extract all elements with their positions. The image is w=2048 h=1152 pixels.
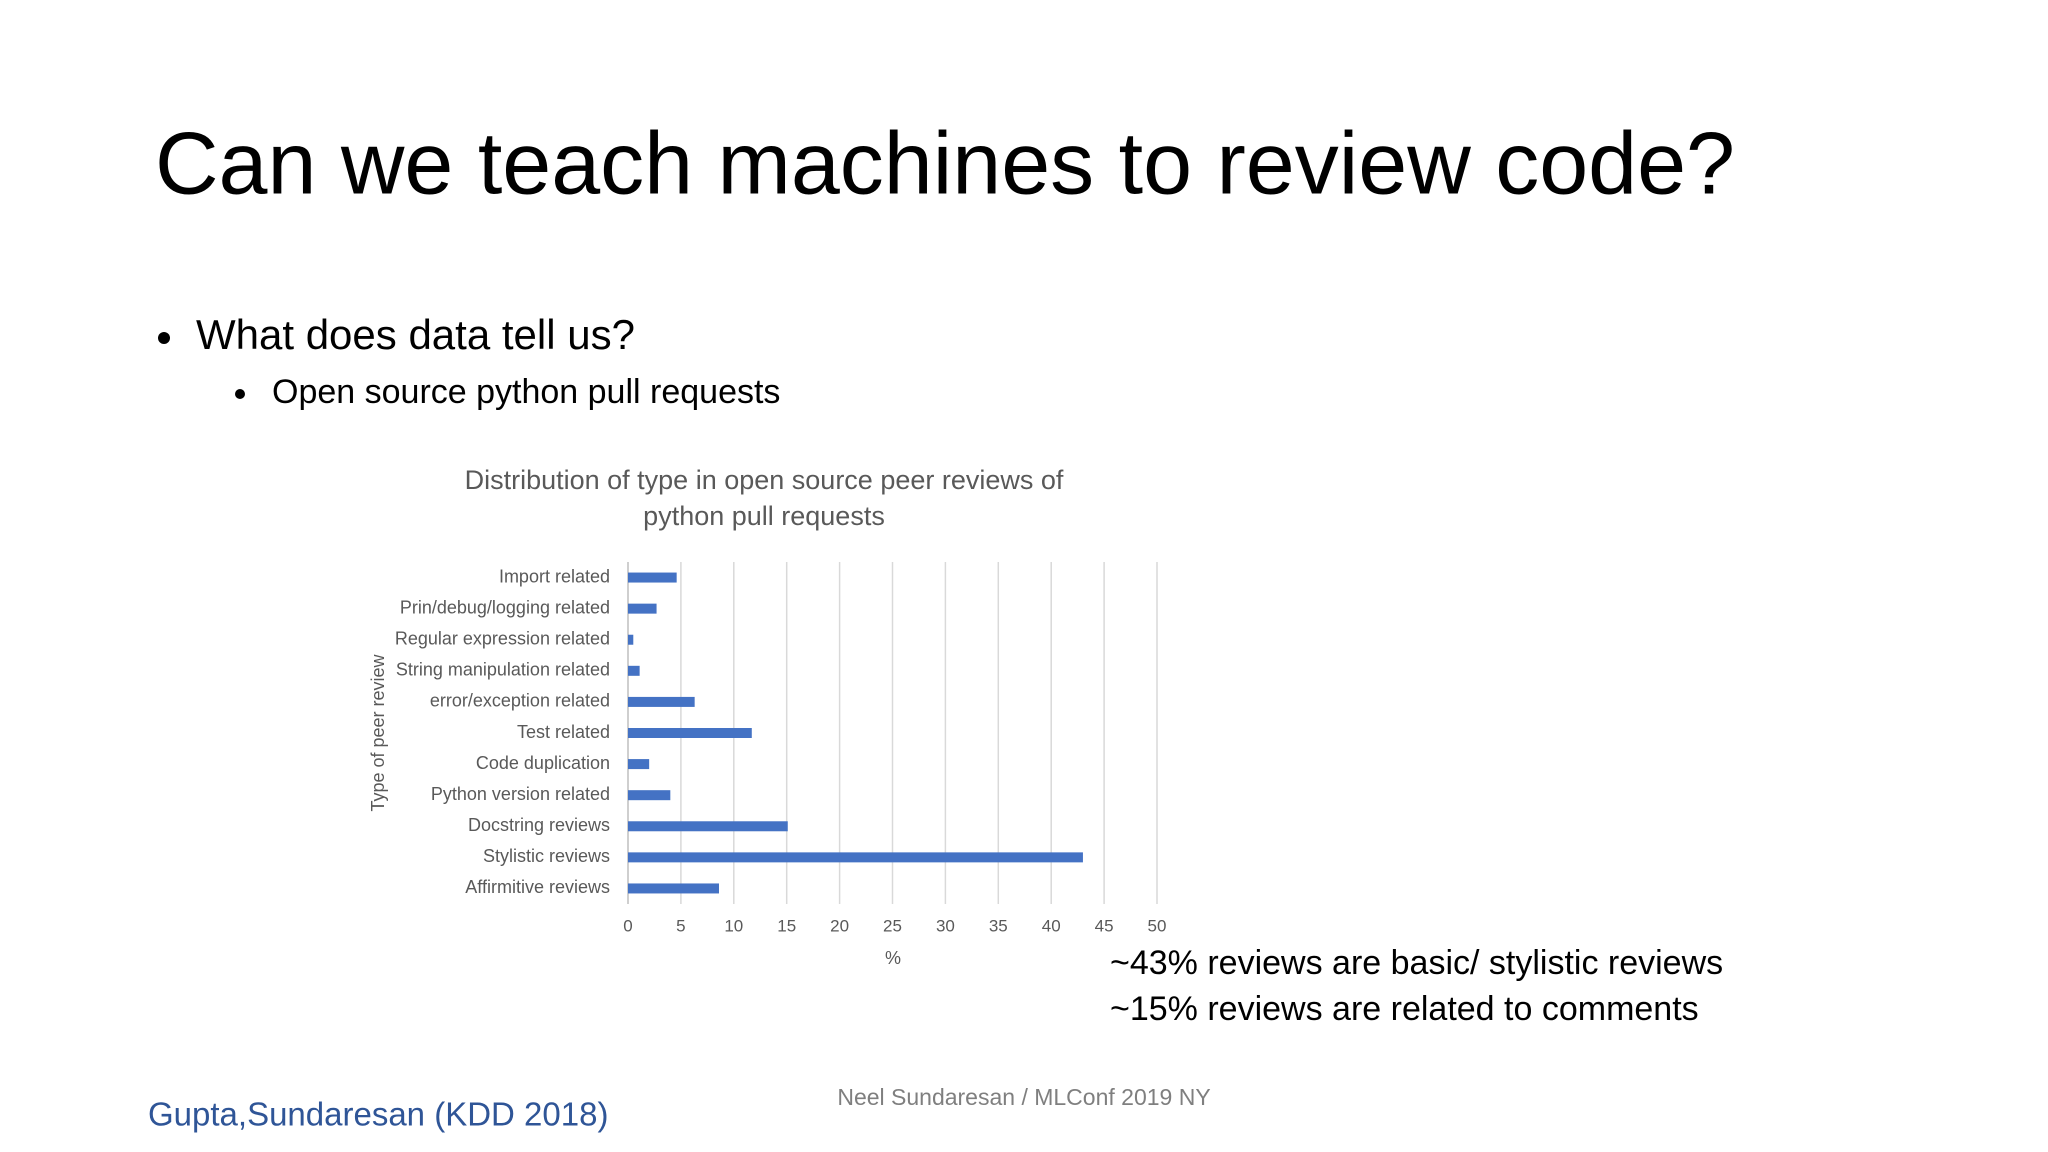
bullet-dot bbox=[158, 332, 170, 344]
footer: Neel Sundaresan / MLConf 2019 NY bbox=[837, 1084, 1210, 1110]
x-tick-label: 30 bbox=[936, 916, 955, 935]
y-tick-label: Code duplication bbox=[476, 753, 610, 773]
bar bbox=[628, 759, 650, 770]
slide-title: Can we teach machines to review code? bbox=[155, 113, 1735, 212]
y-tick-label: Import related bbox=[499, 566, 610, 586]
bullet-dot bbox=[235, 389, 245, 399]
y-tick-label: Affirmitive reviews bbox=[465, 877, 610, 897]
x-tick-label: 35 bbox=[989, 916, 1008, 935]
y-tick-label: error/exception related bbox=[430, 691, 610, 711]
y-tick-label: Prin/debug/logging related bbox=[400, 597, 610, 617]
annotation: ~15% reviews are related to comments bbox=[1110, 990, 1699, 1028]
bar bbox=[628, 634, 634, 645]
bar bbox=[628, 790, 671, 801]
bar bbox=[628, 728, 752, 738]
x-tick-label: 15 bbox=[777, 916, 796, 935]
x-tick-label: 45 bbox=[1095, 916, 1114, 935]
y-tick-label: Python version related bbox=[431, 784, 610, 804]
x-tick-label: 0 bbox=[623, 916, 632, 935]
x-axis-title: % bbox=[885, 948, 901, 968]
citation: Gupta,Sundaresan (KDD 2018) bbox=[148, 1096, 608, 1133]
bullet: What does data tell us? bbox=[196, 311, 635, 358]
x-tick-label: 20 bbox=[830, 916, 849, 935]
chart-title: Distribution of type in open source peer… bbox=[465, 465, 1064, 495]
x-tick-label: 5 bbox=[676, 916, 685, 935]
bar bbox=[628, 821, 788, 832]
bar bbox=[628, 852, 1083, 863]
x-tick-label: 40 bbox=[1042, 916, 1061, 935]
y-tick-label: Test related bbox=[517, 722, 610, 742]
chart-title: python pull requests bbox=[643, 501, 885, 531]
sub-bullet: Open source python pull requests bbox=[272, 373, 780, 411]
x-tick-label: 10 bbox=[724, 916, 743, 935]
bar bbox=[628, 665, 640, 676]
y-tick-label: Docstring reviews bbox=[468, 815, 610, 835]
bar bbox=[628, 696, 695, 707]
bar bbox=[628, 883, 719, 894]
annotation: ~43% reviews are basic/ stylistic review… bbox=[1110, 944, 1723, 982]
y-axis-title: Type of peer review bbox=[368, 653, 388, 811]
y-tick-label: Stylistic reviews bbox=[483, 846, 610, 866]
bar bbox=[628, 603, 657, 614]
y-tick-label: Regular expression related bbox=[395, 628, 610, 648]
bar bbox=[628, 572, 677, 583]
x-tick-label: 50 bbox=[1148, 916, 1167, 935]
y-tick-label: String manipulation related bbox=[396, 660, 610, 680]
x-tick-label: 25 bbox=[883, 916, 902, 935]
